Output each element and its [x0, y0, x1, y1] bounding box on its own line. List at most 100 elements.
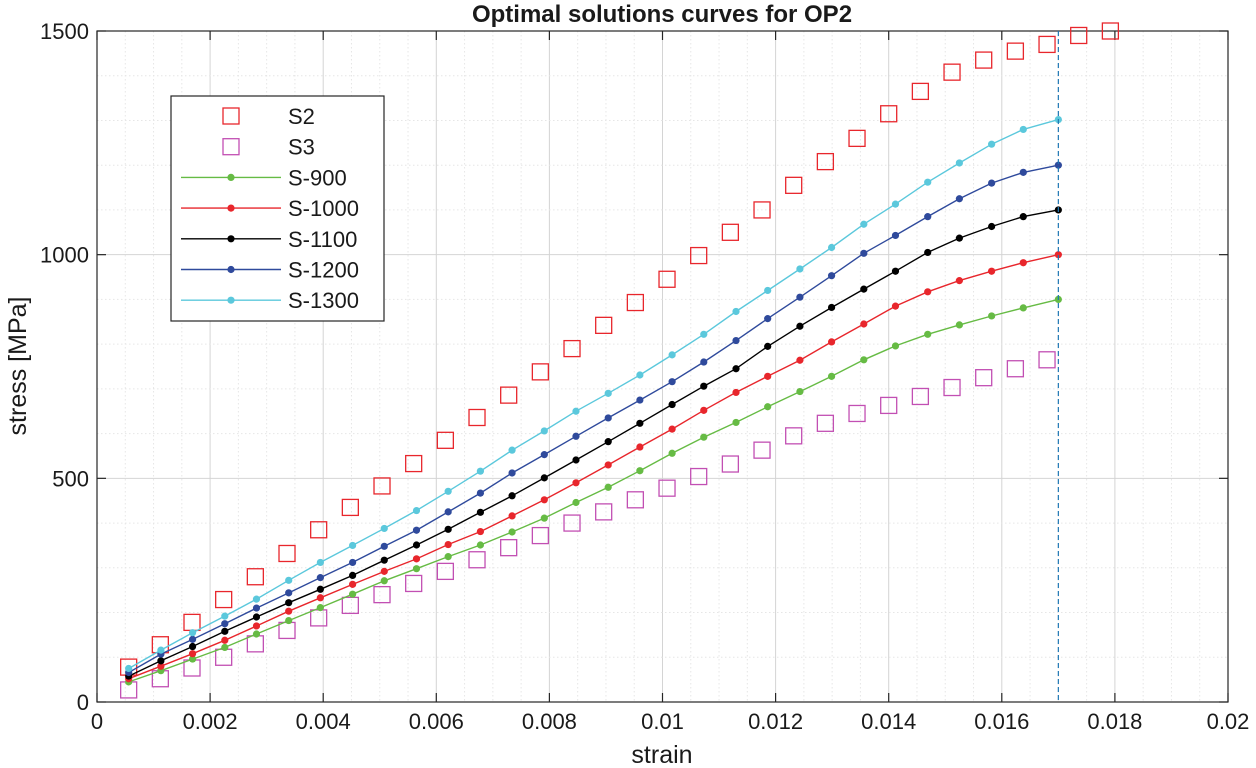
point-s-1300 [221, 612, 229, 620]
y-axis-label: stress [MPa] [4, 297, 32, 436]
marker-s2 [880, 105, 898, 123]
marker-s2 [468, 408, 486, 427]
marker-s2 [626, 293, 645, 312]
point-s-1100 [349, 571, 357, 580]
x-tick-label: 0.02 [1207, 709, 1250, 734]
legend-label-s-1300: S-1300 [288, 288, 359, 313]
marker-s2 [595, 316, 613, 334]
legend-entry-s-1100: S-1100 [181, 227, 357, 252]
marker-s3 [848, 404, 866, 423]
marker-s3 [595, 503, 613, 521]
point-s-1000 [476, 527, 485, 536]
point-s-1100 [955, 234, 963, 242]
point-s-1000 [924, 288, 932, 296]
point-s-1200 [891, 231, 900, 240]
point-s-1000 [668, 425, 676, 433]
point-s-1000 [604, 461, 612, 469]
point-s-1300 [476, 467, 485, 475]
marker-s3 [911, 387, 930, 406]
point-s-1000 [349, 580, 357, 588]
point-s-1300 [604, 389, 612, 397]
point-s-900 [955, 321, 963, 329]
point-s-1000 [955, 277, 963, 285]
point-s-1000 [572, 479, 580, 487]
marker-s2 [785, 176, 803, 194]
marker-s3 [975, 369, 993, 387]
marker-s3 [373, 585, 391, 604]
point-s-1300 [349, 541, 357, 550]
line-s-1100 [128, 209, 1059, 677]
legend-dot-s-1200 [227, 265, 235, 274]
point-s-900 [924, 330, 932, 338]
point-s-1200 [732, 336, 740, 345]
point-s-1000 [732, 388, 740, 397]
legend-marker-s2 [222, 107, 240, 125]
marker-s2 [373, 477, 391, 495]
marker-s2 [658, 270, 676, 288]
point-s-1100 [796, 322, 804, 330]
legend-label-s-1200: S-1200 [288, 258, 359, 283]
legend-dot-s-900 [227, 173, 235, 181]
y-tick-label: 1500 [40, 19, 89, 44]
marker-s2 [341, 498, 359, 517]
point-s-900 [412, 565, 421, 573]
point-s-1100 [924, 248, 932, 257]
legend-entry-s-900: S-900 [181, 165, 347, 190]
line-s-1000 [128, 254, 1059, 680]
point-s-1200 [349, 558, 357, 567]
point-s-1100 [732, 365, 740, 373]
point-s-1200 [796, 293, 804, 301]
point-s-1100 [860, 285, 868, 293]
point-s-1100 [444, 525, 452, 533]
point-s-1200 [1019, 168, 1027, 176]
point-s-1000 [764, 372, 772, 380]
point-s-1200 [572, 432, 580, 440]
point-s-1000 [1019, 259, 1027, 267]
point-s-1300 [860, 220, 868, 228]
marker-s3 [405, 574, 423, 593]
point-s-1300 [1019, 125, 1027, 134]
point-s-1000 [221, 636, 229, 644]
point-s-1200 [221, 620, 229, 628]
marker-s3 [690, 467, 708, 486]
point-s-1100 [604, 438, 612, 446]
point-s-1200 [316, 574, 324, 582]
point-s-1000 [316, 594, 324, 602]
point-s-1100 [316, 585, 324, 593]
marker-s2 [1101, 22, 1120, 40]
point-s-1300 [157, 646, 165, 654]
series-s2 [120, 22, 1120, 676]
marker-s2 [278, 544, 296, 563]
marker-s3 [341, 596, 359, 615]
point-s-1200 [924, 213, 932, 221]
series-s-1200 [125, 161, 1062, 677]
legend-entry-s-1300: S-1300 [181, 288, 359, 313]
marker-s2 [975, 51, 993, 69]
marker-s2 [531, 363, 550, 381]
line-s-1200 [128, 164, 1059, 674]
point-s-1000 [252, 622, 261, 630]
point-s-1300 [700, 330, 708, 338]
x-tick-label: 0.01 [641, 709, 684, 734]
point-s-900 [476, 541, 485, 549]
marker-s3 [531, 526, 550, 545]
marker-s2 [943, 63, 961, 81]
point-s-900 [604, 483, 612, 491]
point-s-1000 [636, 443, 644, 451]
point-s-1300 [955, 159, 963, 167]
point-s-1200 [540, 451, 548, 459]
legend-marker-s3 [222, 138, 240, 156]
point-s-1100 [476, 508, 485, 516]
marker-s2 [690, 246, 708, 265]
point-s-900 [636, 467, 644, 475]
point-s-1200 [476, 489, 485, 497]
legend-entry-s2: S2 [222, 104, 315, 129]
point-s-1300 [540, 427, 548, 435]
marker-s2 [246, 568, 264, 586]
point-s-1000 [540, 496, 548, 504]
point-s-1200 [827, 272, 836, 280]
marker-s2 [215, 590, 233, 609]
point-s-1000 [1054, 251, 1062, 259]
point-s-1100 [157, 657, 165, 665]
point-s-900 [316, 604, 324, 612]
